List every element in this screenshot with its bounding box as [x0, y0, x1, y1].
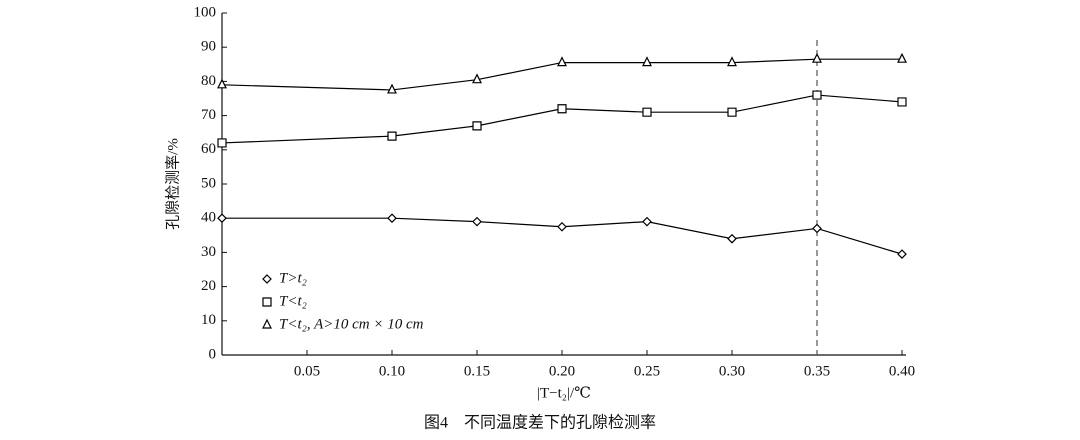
y-tick-label: 100 — [194, 4, 217, 20]
marker-diamond — [262, 274, 272, 284]
caption: 图4 不同温度差下的孔隙检测率 — [424, 414, 656, 432]
legend-label: T>t₂ — [279, 270, 307, 286]
marker-square — [387, 131, 397, 141]
marker-diamond — [472, 216, 482, 227]
marker-square — [262, 297, 272, 307]
x-tick-label: 0.05 — [294, 363, 320, 379]
marker-square — [472, 121, 482, 131]
y-tick-label: 30 — [201, 244, 216, 260]
marker-triangle — [727, 56, 737, 67]
series-line — [221, 94, 903, 144]
y-tick-label: 0 — [209, 346, 217, 362]
marker-square — [217, 138, 227, 148]
x-axis-label: |T−t₂|/℃ — [537, 385, 591, 401]
marker-square — [812, 90, 822, 100]
marker-triangle — [262, 318, 272, 329]
series-line — [222, 217, 903, 255]
y-tick-label: 80 — [201, 73, 216, 89]
marker-triangle — [642, 56, 652, 67]
x-tick-label: 0.10 — [379, 363, 405, 379]
x-tick-label: 0.30 — [719, 363, 745, 379]
x-tick-label: 0.40 — [889, 363, 915, 379]
marker-square — [642, 107, 652, 117]
marker-triangle — [557, 56, 567, 67]
x-tick-label: 0.20 — [549, 363, 575, 379]
y-axis-label: 孔隙检测率/% — [164, 138, 181, 230]
marker-diamond — [217, 213, 227, 224]
y-tick-label: 70 — [201, 107, 216, 123]
marker-square — [557, 104, 567, 114]
x-tick-label: 0.25 — [634, 363, 660, 379]
marker-diamond — [727, 233, 737, 244]
marker-diamond — [557, 221, 567, 232]
legend-label: T<t₂, A>10 cm × 10 cm — [279, 316, 424, 332]
marker-square — [897, 97, 907, 107]
marker-triangle — [472, 73, 482, 84]
marker-diamond — [812, 223, 822, 234]
marker-triangle — [217, 78, 227, 89]
marker-triangle — [812, 52, 822, 63]
marker-triangle — [387, 83, 397, 94]
y-tick-label: 60 — [201, 141, 216, 157]
y-tick-label: 10 — [201, 312, 216, 328]
marker-diamond — [387, 213, 397, 224]
y-tick-label: 90 — [201, 39, 216, 55]
y-tick-label: 20 — [201, 278, 216, 294]
marker-square — [727, 107, 737, 117]
x-tick-label: 0.35 — [804, 363, 830, 379]
y-tick-label: 40 — [201, 210, 216, 226]
x-tick-label: 0.15 — [464, 363, 490, 379]
marker-diamond — [642, 216, 652, 227]
marker-diamond — [897, 249, 907, 259]
series-line — [221, 58, 902, 91]
marker-triangle — [897, 52, 907, 63]
legend-label: T<t₂ — [279, 293, 307, 309]
y-tick-label: 50 — [201, 175, 216, 191]
